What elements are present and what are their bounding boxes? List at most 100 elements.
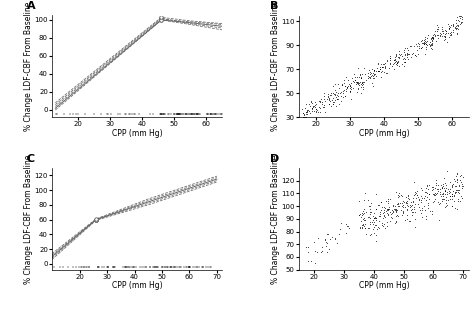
Point [419, 215, 426, 219]
Point [353, 79, 360, 84]
Point [454, 24, 462, 29]
Point [339, 95, 347, 100]
Point [357, 90, 365, 95]
Point [374, 69, 382, 73]
Point [403, 52, 410, 57]
Point [356, 224, 364, 229]
Point [392, 51, 400, 56]
Point [325, 246, 333, 251]
Point [361, 218, 368, 223]
Point [316, 100, 323, 105]
Point [331, 98, 339, 103]
Point [381, 63, 389, 68]
Point [455, 19, 462, 24]
Point [435, 188, 442, 193]
Point [347, 86, 355, 91]
Point [456, 182, 463, 187]
Point [452, 17, 460, 22]
Point [406, 219, 413, 224]
Point [428, 209, 436, 214]
Point [383, 59, 391, 64]
Point [448, 184, 456, 189]
Point [367, 231, 375, 236]
Point [427, 42, 435, 47]
Point [343, 224, 350, 229]
Point [390, 209, 397, 214]
Point [324, 94, 331, 99]
Point [419, 41, 427, 46]
Point [386, 56, 394, 61]
Point [399, 211, 407, 216]
Point [418, 200, 425, 205]
Point [430, 198, 438, 203]
Point [324, 250, 331, 255]
Point [334, 97, 341, 102]
Point [429, 199, 437, 204]
Point [421, 207, 429, 212]
Point [365, 214, 372, 219]
Point [325, 232, 332, 237]
Point [395, 48, 402, 53]
Point [441, 180, 449, 185]
Point [395, 55, 403, 60]
Point [366, 75, 374, 80]
Point [367, 200, 374, 205]
Point [384, 207, 392, 212]
Point [368, 73, 376, 78]
Point [374, 227, 381, 232]
Point [397, 193, 404, 198]
Point [440, 34, 448, 39]
Point [367, 70, 374, 75]
Point [309, 107, 316, 112]
Point [341, 93, 349, 98]
Point [376, 67, 384, 72]
Point [326, 98, 334, 103]
Point [372, 222, 379, 227]
Point [359, 217, 367, 222]
Point [386, 55, 393, 60]
Point [392, 207, 399, 212]
Point [370, 68, 378, 73]
Point [329, 96, 337, 101]
Point [399, 61, 406, 66]
Point [337, 94, 345, 99]
Point [360, 211, 368, 216]
Point [434, 32, 441, 37]
Point [428, 35, 436, 40]
Point [331, 87, 339, 92]
Point [391, 220, 399, 225]
Point [312, 102, 319, 107]
Point [437, 31, 445, 36]
Point [321, 110, 329, 115]
Point [392, 53, 400, 58]
Point [453, 31, 461, 36]
Point [451, 206, 458, 211]
Point [360, 206, 367, 211]
Point [393, 61, 401, 66]
Point [379, 216, 387, 221]
Point [368, 219, 376, 224]
Point [393, 63, 401, 68]
Point [325, 97, 333, 102]
Point [414, 201, 421, 206]
Point [350, 72, 357, 77]
Point [430, 32, 438, 37]
Point [358, 71, 366, 76]
Point [444, 192, 451, 197]
Point [400, 47, 408, 52]
Point [349, 78, 357, 83]
Point [395, 51, 403, 56]
Point [320, 104, 328, 109]
Point [430, 187, 438, 192]
Point [414, 40, 422, 45]
Point [453, 31, 461, 36]
Point [456, 13, 463, 18]
Point [420, 203, 428, 208]
Point [409, 210, 417, 215]
Point [428, 41, 436, 46]
X-axis label: CPP (mm Hg): CPP (mm Hg) [112, 281, 163, 290]
Point [410, 44, 418, 49]
Point [377, 208, 385, 213]
Point [454, 206, 461, 211]
Point [420, 37, 428, 42]
